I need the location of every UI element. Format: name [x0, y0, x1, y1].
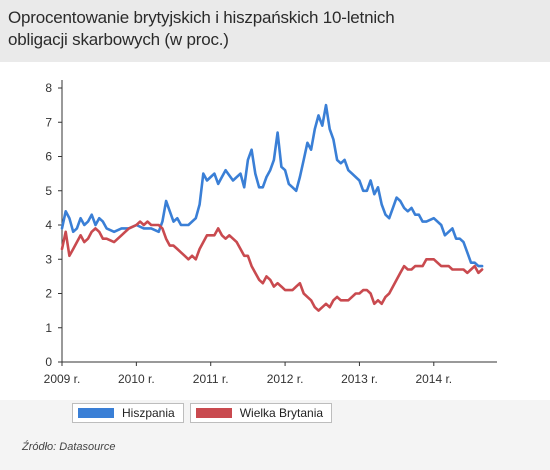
- legend-swatch-uk: [195, 408, 232, 418]
- legend-item-uk: Wielka Brytania: [189, 403, 333, 423]
- series-line-spain: [60, 103, 484, 268]
- y-tick-label: 1: [45, 321, 52, 335]
- legend-label-spain: Hiszpania: [122, 406, 175, 420]
- x-tick-label: 2009 r.: [44, 372, 81, 386]
- series-line-uk: [60, 220, 484, 312]
- legend-label-uk: Wielka Brytania: [239, 406, 324, 420]
- line-chart: 0 1 2 3 4 5 6 7 8 2009 r. 2010 r. 2011 r. 2012 r. 201…: [44, 80, 497, 386]
- legend-item-spain: Hiszpania: [72, 403, 184, 423]
- chart-title: Oprocentowanie brytyjskich i hiszpańskic…: [8, 8, 395, 49]
- x-tick-label: 2013 r.: [341, 372, 378, 386]
- y-tick-label: 3: [45, 252, 52, 266]
- source-note: Źródło: Datasource: [22, 441, 116, 453]
- y-tick-label: 8: [45, 81, 52, 95]
- chart-legend: Hiszpania Wielka Brytania: [72, 403, 333, 423]
- x-tick-label: 2012 r.: [267, 372, 304, 386]
- y-tick-label: 2: [45, 287, 52, 301]
- chart-area: 0 1 2 3 4 5 6 7 8 2009 r. 2010 r. 2011 r. 2012 r. 201…: [0, 62, 550, 400]
- y-tick-label: 5: [45, 184, 52, 198]
- x-tick-label: 2011 r.: [193, 372, 229, 386]
- x-tick-label: 2014 r.: [415, 372, 452, 386]
- legend-swatch-spain: [78, 408, 114, 418]
- x-tick-label: 2010 r.: [118, 372, 155, 386]
- y-tick-label: 7: [45, 115, 52, 129]
- y-tick-label: 4: [45, 218, 52, 232]
- chart-header: Oprocentowanie brytyjskich i hiszpańskic…: [0, 0, 550, 62]
- y-tick-label: 6: [45, 150, 52, 164]
- y-tick-label: 0: [45, 355, 52, 369]
